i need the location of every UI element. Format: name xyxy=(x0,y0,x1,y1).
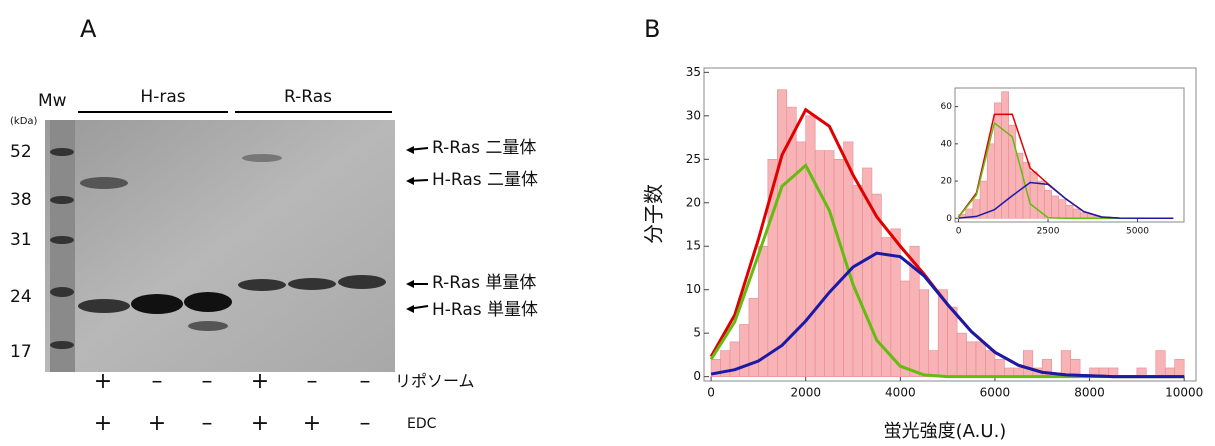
marker-label: 17 xyxy=(10,342,32,362)
sign: + xyxy=(303,411,321,436)
y-tick-label: 60 xyxy=(941,102,953,112)
x-tick-label: 8000 xyxy=(1074,386,1105,400)
sign: + xyxy=(94,369,112,394)
histogram-bar xyxy=(1030,172,1037,219)
y-tick-label: 40 xyxy=(941,139,953,149)
y-tick-label: 20 xyxy=(686,195,701,209)
histogram-bar xyxy=(853,185,862,376)
histogram-bar xyxy=(1052,196,1059,218)
histogram-bar xyxy=(796,142,805,377)
marker-label: 52 xyxy=(10,142,32,162)
histogram-bar xyxy=(806,116,815,377)
y-tick-label: 30 xyxy=(686,108,701,122)
panel-label: A xyxy=(80,15,97,43)
histogram-bar xyxy=(1059,200,1066,219)
histogram-bar xyxy=(994,103,1001,218)
histogram-bar xyxy=(1061,351,1070,377)
histogram-bar xyxy=(967,342,976,377)
row-label: リポソーム xyxy=(395,372,475,391)
histogram-bar xyxy=(919,290,928,377)
marker-label: 31 xyxy=(10,230,32,250)
histogram-bar xyxy=(1023,351,1032,377)
x-axis-label: 蛍光強度(A.U.) xyxy=(884,421,1007,442)
y-tick-label: 0 xyxy=(946,214,952,224)
band-label: H-Ras 単量体 xyxy=(432,300,538,320)
histogram-bar xyxy=(976,342,985,377)
x-tick-label: 0 xyxy=(956,227,962,237)
histogram-bar xyxy=(900,281,909,377)
band-label: R-Ras 二量体 xyxy=(432,138,536,158)
x-tick-label: 6000 xyxy=(980,386,1011,400)
x-tick-label: 10000 xyxy=(1165,386,1203,400)
mw-label: Mw xyxy=(38,91,67,111)
histogram-bar xyxy=(985,351,994,377)
sign: – xyxy=(202,411,213,436)
histogram-bar xyxy=(957,333,966,376)
sign: + xyxy=(148,411,166,436)
band-label: R-Ras 単量体 xyxy=(432,273,536,293)
y-tick-label: 15 xyxy=(686,239,701,253)
x-tick-label: 0 xyxy=(707,386,715,400)
sign: + xyxy=(251,369,269,394)
histogram-bar xyxy=(834,159,843,376)
panel-label: B xyxy=(644,15,660,43)
histogram-bar xyxy=(987,144,994,218)
group-label: R-Ras xyxy=(284,87,332,107)
sign: – xyxy=(307,369,318,394)
sign: + xyxy=(251,411,269,436)
x-tick-label: 4000 xyxy=(885,386,916,400)
x-tick-label: 5000 xyxy=(1126,227,1149,237)
histogram-bar xyxy=(1175,359,1184,376)
row-label: EDC xyxy=(407,416,437,432)
y-tick-label: 5 xyxy=(693,326,701,340)
histogram-bar xyxy=(929,351,938,377)
y-axis-label: 分子数 xyxy=(642,184,666,244)
histogram-bar xyxy=(777,90,786,377)
sign: – xyxy=(360,369,371,394)
gel xyxy=(45,112,428,372)
band-label: H-Ras 二量体 xyxy=(432,170,538,190)
histogram-bar xyxy=(948,307,957,377)
y-tick-label: 25 xyxy=(686,152,701,166)
y-tick-label: 35 xyxy=(686,65,701,79)
y-tick-label: 0 xyxy=(693,369,701,383)
histogram-bar xyxy=(1073,209,1080,218)
y-tick-label: 20 xyxy=(941,177,953,187)
histogram-bar xyxy=(1080,213,1087,219)
marker-label: 38 xyxy=(10,190,32,210)
x-tick-label: 2000 xyxy=(790,386,821,400)
sign: – xyxy=(202,369,213,394)
kda-label: (kDa) xyxy=(10,116,38,127)
x-tick-label: 2500 xyxy=(1037,227,1060,237)
figure: A B Mw (kDa) H-ras R-Ras R-Ras 二量体 H-Ras… xyxy=(0,0,1215,446)
histogram-bar xyxy=(825,151,834,377)
histogram-bar xyxy=(1044,190,1051,218)
sign: + xyxy=(94,411,112,436)
marker-label: 24 xyxy=(10,287,32,307)
histogram-bar xyxy=(995,359,1004,376)
sign: – xyxy=(152,369,163,394)
group-label: H-ras xyxy=(140,87,185,107)
sign: – xyxy=(360,411,371,436)
y-tick-label: 10 xyxy=(686,282,701,296)
histogram-bar xyxy=(1156,351,1165,377)
histogram-bar xyxy=(1066,205,1073,218)
histogram-bar xyxy=(891,229,900,377)
